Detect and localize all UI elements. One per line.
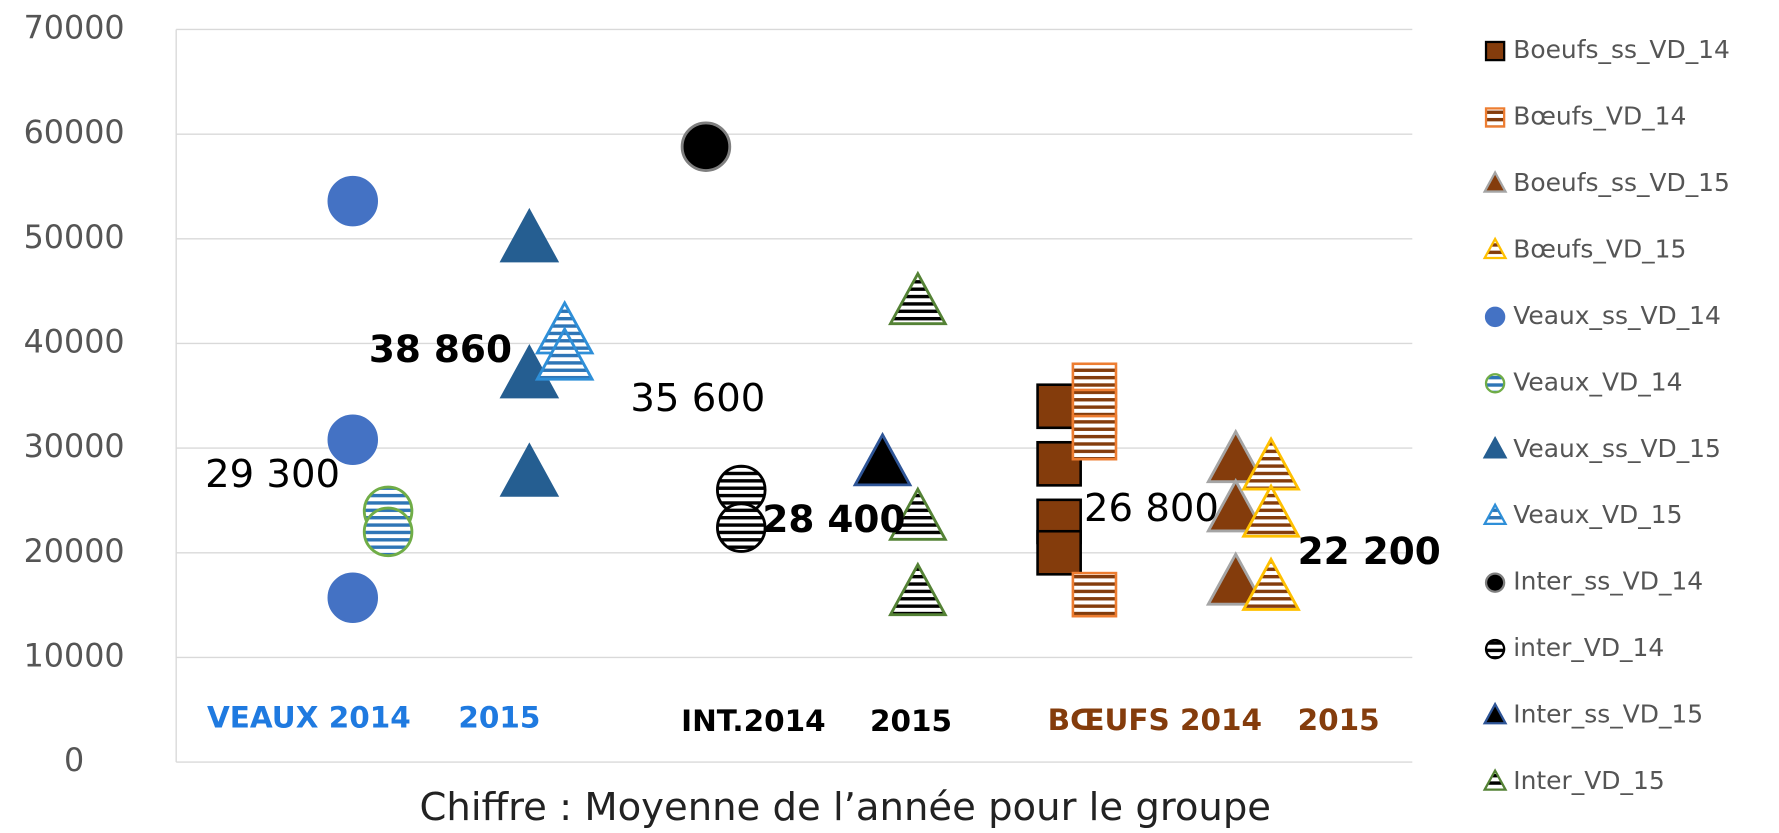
legend-label: inter_VD_14 bbox=[1513, 633, 1664, 662]
y-tick-label: 10000 bbox=[24, 638, 125, 674]
legend-marker bbox=[1484, 638, 1506, 660]
legend-label: Inter_ss_VD_15 bbox=[1513, 700, 1703, 729]
y-tick-label: 40000 bbox=[24, 324, 125, 360]
legend-marker bbox=[1484, 107, 1506, 128]
point bbox=[1241, 556, 1301, 611]
legend-marker bbox=[1484, 373, 1506, 394]
y-tick-label: 30000 bbox=[24, 429, 125, 465]
x-axis-title: Chiffre : Moyenne de l’année pour le gro… bbox=[420, 785, 1272, 829]
legend-label: Veaux_VD_14 bbox=[1513, 367, 1682, 396]
point bbox=[1205, 477, 1266, 533]
legend-marker bbox=[1482, 170, 1508, 193]
point bbox=[327, 572, 379, 624]
y-tick-label: 70000 bbox=[24, 10, 125, 46]
legend-label: Inter_VD_15 bbox=[1513, 766, 1664, 795]
annotation: 28 400 bbox=[762, 497, 905, 541]
point bbox=[327, 414, 379, 465]
legend-label: Veaux_ss_VD_15 bbox=[1513, 434, 1721, 463]
legend-label: Boeufs_ss_VD_14 bbox=[1513, 35, 1730, 64]
annotation: 26 800 bbox=[1084, 486, 1219, 531]
point bbox=[1071, 571, 1118, 618]
point bbox=[499, 207, 560, 263]
y-tick-label: 60000 bbox=[24, 115, 125, 151]
point bbox=[852, 431, 913, 487]
point bbox=[888, 561, 948, 617]
y-tick-label: 20000 bbox=[24, 534, 125, 570]
annotation: 22 200 bbox=[1298, 529, 1441, 573]
point bbox=[1205, 551, 1266, 606]
annotation: 35 600 bbox=[630, 376, 765, 421]
group-label: 2015 bbox=[458, 700, 540, 734]
point bbox=[534, 326, 595, 381]
point bbox=[362, 506, 414, 558]
legend-label: Boeufs_ss_VD_15 bbox=[1513, 168, 1730, 197]
group-label: 2015 bbox=[870, 704, 952, 738]
legend-marker bbox=[1484, 40, 1506, 62]
group-label: VEAUX 2014 bbox=[207, 700, 411, 734]
legend-label: Inter_ss_VD_14 bbox=[1513, 567, 1703, 596]
legend-label: Bœufs_VD_14 bbox=[1513, 101, 1686, 130]
legend-marker bbox=[1484, 572, 1506, 593]
y-tick-label: 50000 bbox=[24, 220, 125, 256]
legend-marker bbox=[1484, 306, 1506, 328]
y-tick-label: 0 bbox=[64, 743, 84, 779]
annotation: 38 860 bbox=[369, 327, 512, 371]
legend-marker bbox=[1482, 701, 1508, 725]
legend-marker bbox=[1482, 435, 1508, 459]
point bbox=[1071, 414, 1118, 461]
point bbox=[327, 175, 379, 227]
point bbox=[888, 270, 948, 326]
point bbox=[716, 502, 767, 553]
point bbox=[888, 486, 948, 541]
group-label: 2015 bbox=[1298, 703, 1380, 737]
point bbox=[680, 121, 732, 172]
point bbox=[1036, 529, 1082, 576]
legend-marker bbox=[1482, 502, 1508, 525]
legend-marker bbox=[1482, 768, 1508, 791]
group-label: INT.2014 bbox=[681, 704, 825, 738]
point bbox=[499, 442, 560, 497]
point bbox=[1241, 483, 1301, 538]
legend-marker bbox=[1482, 236, 1508, 260]
annotation: 29 300 bbox=[205, 452, 340, 497]
group-label: BŒUFS 2014 bbox=[1048, 703, 1262, 737]
legend-label: Veaux_ss_VD_14 bbox=[1513, 301, 1721, 330]
legend-label: Bœufs_VD_15 bbox=[1513, 234, 1686, 263]
legend-label: Veaux_VD_15 bbox=[1513, 500, 1682, 529]
